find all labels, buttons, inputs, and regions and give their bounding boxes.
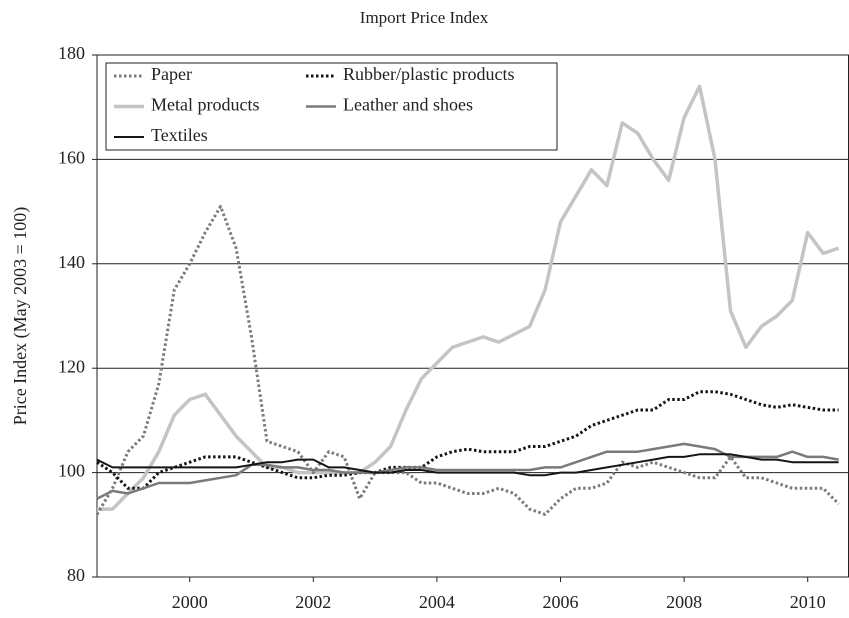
legend-label: Rubber/plastic products (343, 64, 514, 84)
y-tick-label: 160 (58, 148, 85, 168)
y-tick-label: 100 (58, 461, 85, 481)
series-line (97, 84, 840, 511)
y-tick-label: 180 (58, 43, 85, 63)
series-line (95, 204, 840, 516)
y-axis-label: Price Index (May 2003 = 100) (10, 207, 31, 426)
legend-label: Metal products (151, 95, 259, 115)
x-tick-label: 2004 (419, 592, 455, 612)
series-line (96, 390, 839, 490)
x-tick-label: 2000 (172, 592, 208, 612)
legend-label: Leather and shoes (343, 95, 473, 115)
y-tick-label: 80 (67, 565, 85, 585)
y-tick-label: 120 (58, 356, 85, 376)
x-tick-label: 2006 (543, 592, 579, 612)
x-tick-label: 2010 (790, 592, 826, 612)
series-line (96, 442, 839, 500)
x-tick-label: 2002 (295, 592, 331, 612)
x-tick-label: 2008 (666, 592, 702, 612)
chart-title: Import Price Index (360, 8, 489, 27)
legend-label: Paper (151, 64, 192, 84)
y-tick-label: 140 (58, 252, 85, 272)
legend-label: Textiles (151, 125, 208, 145)
series-line (96, 453, 839, 477)
